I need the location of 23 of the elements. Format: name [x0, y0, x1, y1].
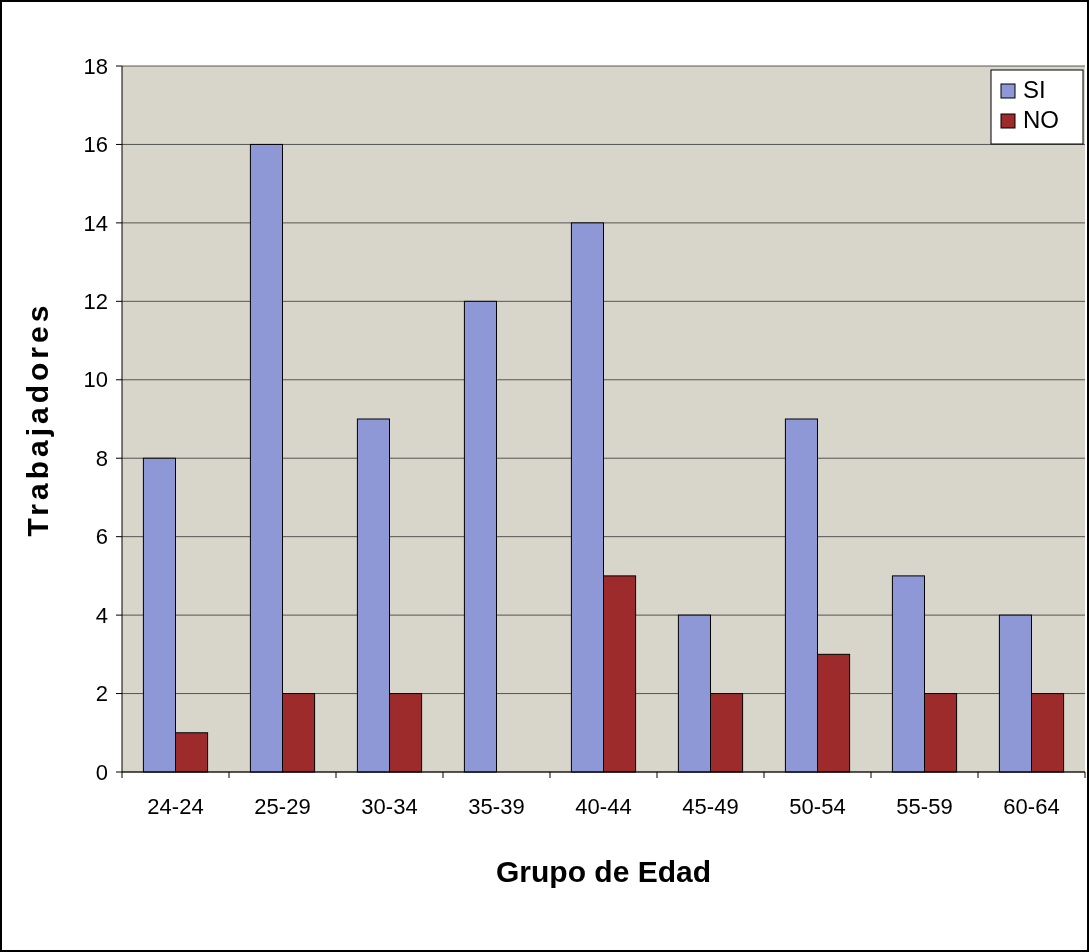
- legend-label: SI: [1023, 76, 1046, 103]
- y-tick-label: 8: [95, 445, 108, 471]
- x-tick-label: 50-54: [789, 794, 846, 819]
- x-tick-label: 35-39: [468, 794, 525, 819]
- y-tick-label: 10: [83, 367, 108, 393]
- x-tick-label: 25-29: [254, 794, 311, 819]
- y-tick-label: 12: [83, 289, 108, 315]
- y-tick-label: 6: [95, 524, 108, 550]
- y-tick-label: 16: [83, 132, 108, 158]
- x-tick-label: 55-59: [896, 794, 953, 819]
- y-tick-label: 4: [95, 602, 108, 628]
- y-tick-label: 0: [95, 759, 108, 785]
- x-tick-label: 24-24: [147, 794, 204, 819]
- x-tick-label: 30-34: [361, 794, 418, 819]
- y-tick-label: 18: [83, 53, 108, 79]
- legend-label: NO: [1023, 106, 1059, 133]
- x-axis-title: Grupo de Edad: [495, 855, 712, 888]
- y-axis-title: Trabajadores: [21, 301, 54, 537]
- x-tick-label: 60-64: [1003, 794, 1060, 819]
- x-tick-label: 45-49: [682, 794, 739, 819]
- x-tick-label: 40-44: [575, 794, 632, 819]
- y-tick-label: 14: [83, 210, 108, 236]
- y-tick-label: 2: [95, 681, 108, 707]
